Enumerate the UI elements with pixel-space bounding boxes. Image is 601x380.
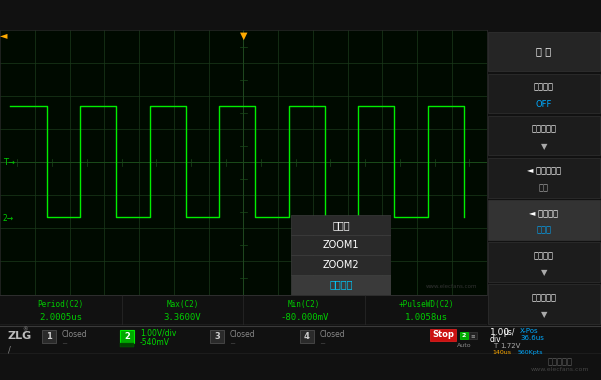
Bar [488, 74, 600, 113]
Text: Max(C2): Max(C2) [166, 300, 199, 309]
Text: ZOOM2: ZOOM2 [323, 260, 359, 269]
Text: ≡: ≡ [471, 333, 475, 338]
Bar [120, 330, 134, 343]
Bar [488, 242, 600, 282]
Bar [488, 116, 600, 155]
Bar [460, 332, 468, 339]
Text: μs/: μs/ [503, 328, 514, 337]
Text: Period(C2): Period(C2) [38, 300, 84, 309]
Bar [291, 255, 391, 274]
Text: 测量项设置: 测量项设置 [531, 293, 557, 302]
Text: Closed: Closed [62, 331, 88, 339]
Bar [488, 32, 600, 71]
Text: div: div [490, 336, 502, 344]
Text: www.elecfans.com: www.elecfans.com [426, 284, 477, 289]
Text: T→: T→ [3, 158, 15, 167]
Text: 主时基: 主时基 [332, 220, 350, 230]
Text: 2→: 2→ [3, 214, 14, 223]
Bar [488, 284, 600, 324]
Text: ◄: ◄ [0, 30, 7, 40]
Text: 3: 3 [214, 332, 220, 341]
Text: 1: 1 [46, 332, 52, 341]
Text: +PulseWD(C2): +PulseWD(C2) [398, 300, 454, 309]
Text: 140us: 140us [492, 350, 511, 355]
Text: 3.3600V: 3.3600V [163, 313, 201, 322]
Bar [430, 329, 456, 341]
Text: ─: ─ [230, 341, 234, 347]
Text: Closed: Closed [320, 331, 346, 339]
Text: 36.6us: 36.6us [520, 335, 544, 341]
Text: 2: 2 [124, 332, 130, 341]
Bar [291, 234, 391, 255]
Text: ZOOM1: ZOOM1 [323, 240, 359, 250]
Text: Auto: Auto [457, 344, 471, 348]
Text: 1.0058us: 1.0058us [404, 313, 448, 322]
Text: 测 量: 测 量 [536, 46, 552, 57]
Text: ▼: ▼ [541, 268, 547, 277]
Bar [469, 332, 477, 339]
Text: ◄ 测量范围: ◄ 测量范围 [529, 209, 558, 218]
Text: -80.000mV: -80.000mV [280, 313, 328, 322]
Text: 1.72V: 1.72V [500, 343, 520, 349]
Text: 1.00V/div: 1.00V/div [140, 328, 176, 337]
Text: ®: ® [22, 328, 28, 332]
Text: www.elecfans.com: www.elecfans.com [531, 367, 589, 372]
Text: /: / [8, 345, 11, 355]
Text: T: T [493, 343, 497, 349]
Text: 1.00: 1.00 [490, 328, 510, 337]
Text: Min(C2): Min(C2) [288, 300, 320, 309]
Text: 2: 2 [462, 333, 466, 338]
Text: Closed: Closed [230, 331, 255, 339]
Text: 主时基: 主时基 [537, 226, 551, 235]
Text: -540mV: -540mV [140, 339, 170, 347]
Text: 4: 4 [304, 332, 310, 341]
Text: ─: ─ [320, 341, 325, 347]
Bar [488, 158, 600, 198]
Text: 2.0005us: 2.0005us [39, 313, 82, 322]
Text: ▼: ▼ [541, 142, 547, 150]
Bar [300, 330, 314, 343]
Bar [210, 330, 224, 343]
Bar [488, 200, 600, 239]
Text: 结果导出: 结果导出 [534, 251, 554, 260]
Text: 测量项选择: 测量项选择 [531, 125, 557, 134]
Text: 关闭: 关闭 [539, 184, 549, 193]
Text: X-Pos: X-Pos [520, 328, 538, 334]
Text: ▼: ▼ [240, 30, 247, 40]
Text: ◄ 硬件频率计: ◄ 硬件频率计 [527, 167, 561, 176]
Text: 560Kpts: 560Kpts [518, 350, 543, 355]
Text: ▼: ▼ [541, 310, 547, 319]
Bar [291, 274, 391, 295]
Text: 光标区域: 光标区域 [329, 280, 353, 290]
Bar [120, 343, 134, 347]
Text: Stop: Stop [432, 331, 454, 339]
Text: OFF: OFF [535, 100, 552, 109]
Text: 电子发烧友: 电子发烧友 [548, 358, 573, 366]
Bar [42, 330, 56, 343]
Bar [291, 215, 391, 234]
Text: ZLG: ZLG [8, 331, 32, 341]
Text: ─: ─ [62, 341, 66, 347]
Text: 统计显示: 统计显示 [534, 83, 554, 92]
